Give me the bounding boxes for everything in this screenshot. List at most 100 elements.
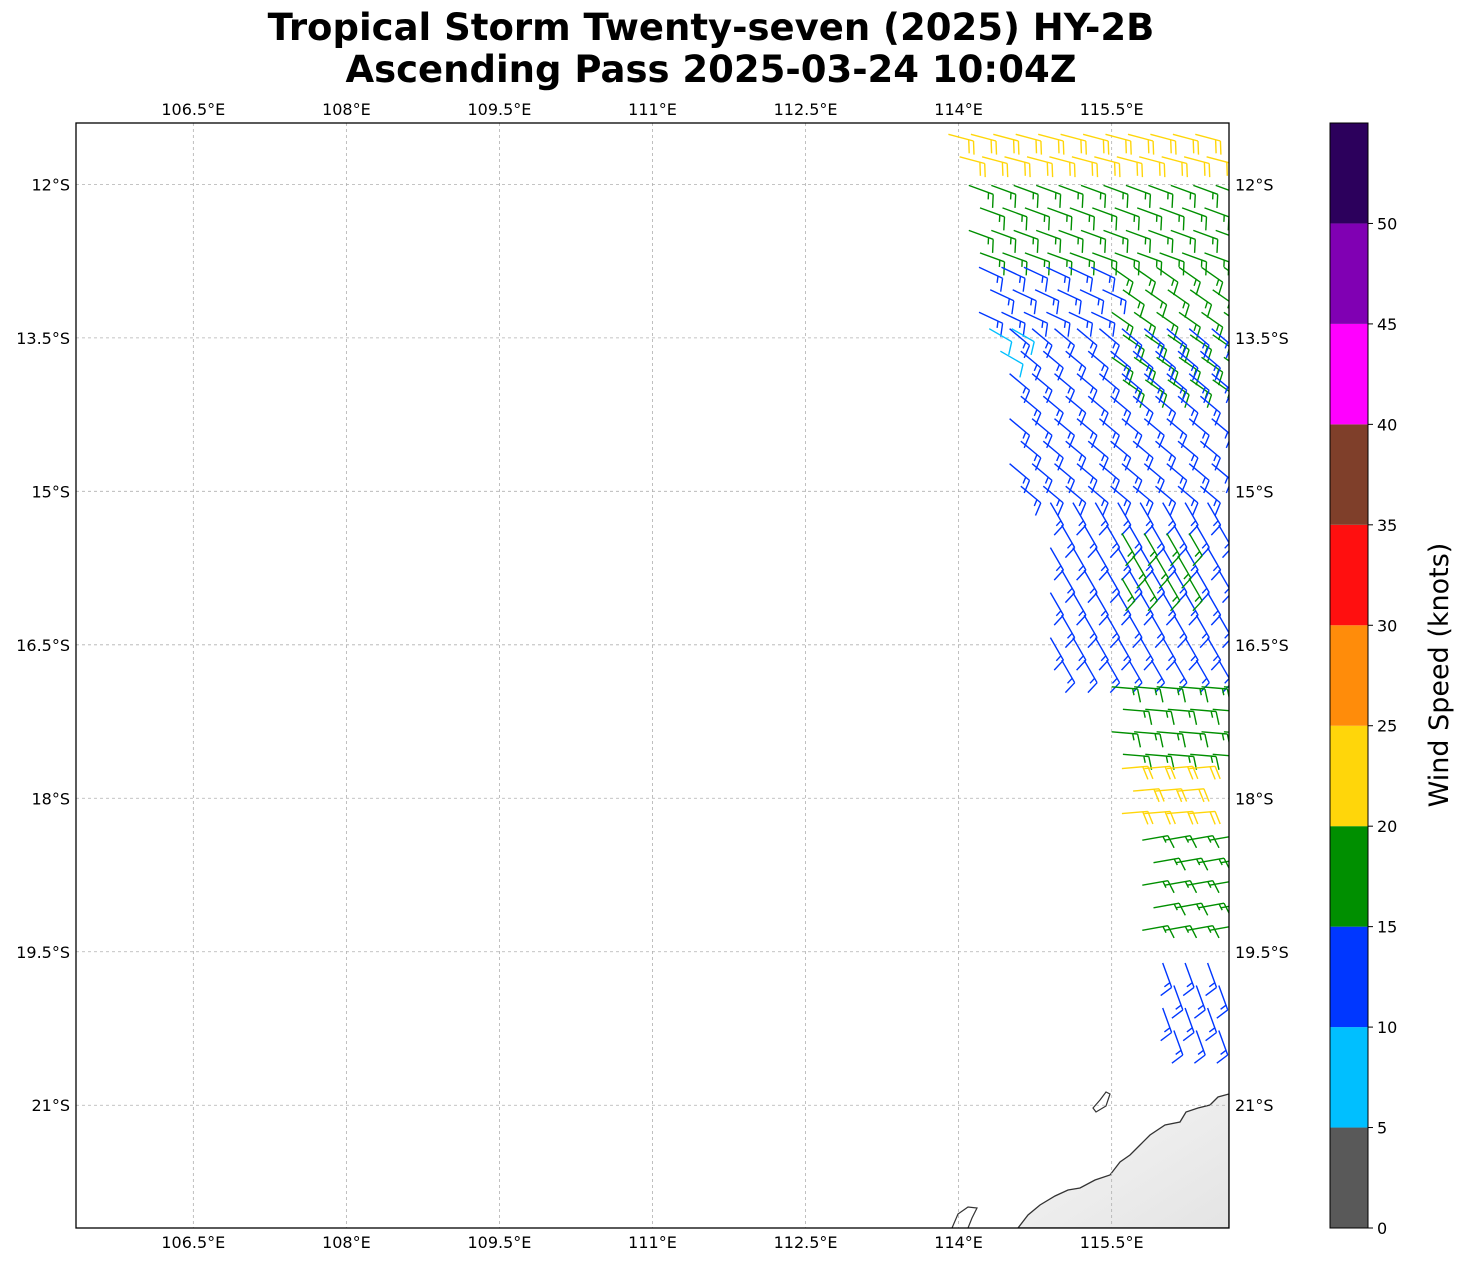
wind-barb [1076,373,1098,404]
wind-barb [1080,229,1107,253]
wind-barb [1177,395,1199,426]
wind-barb [1054,418,1076,449]
wind-barb [1020,440,1042,471]
wind-barb [1110,485,1132,516]
lat-tick-label-left: 19.5°S [16,943,70,962]
wind-barb [1049,156,1076,178]
wind-barb [1035,184,1062,208]
chart-title: Tropical Storm Twenty-seven (2025) HY-2B [268,6,1155,49]
australia-landmass [1017,1093,1229,1228]
wind-barb [1076,463,1098,494]
wind-barb [1166,328,1188,359]
lat-tick-label-left: 12°S [31,175,70,194]
wind-barb [1103,184,1129,208]
wind-barb [1216,985,1229,1019]
lat-tick-label-left: 18°S [31,789,70,808]
wind-barb [1111,686,1142,703]
wind-barb [1110,350,1132,381]
wind-barb [1178,311,1201,341]
wind-barb [1133,311,1157,341]
wind-barb [1164,925,1198,939]
wind-barb [1011,328,1035,356]
wind-barb [1188,373,1210,404]
wind-barb [1166,418,1188,449]
wind-barb [1199,350,1221,381]
lon-tick-label-top: 106.5°E [161,100,225,119]
wind-barb [1177,485,1199,516]
colorbar-tick-label: 20 [1377,817,1397,836]
wind-barb [1150,133,1177,155]
lon-tick-label-top: 108°E [322,100,371,119]
lat-tick-label-right: 13.5°S [1235,329,1289,348]
wind-barb [1182,962,1195,997]
wind-barb [1142,925,1175,939]
wind-barb [1009,373,1031,404]
wind-barb [1125,184,1152,208]
wind-barb [1155,395,1177,426]
lon-tick-label-top: 114°E [934,100,983,119]
wind-barb [1015,133,1043,155]
wind-barb [1223,356,1229,362]
wind-barb [1188,418,1210,449]
wind-barb [1020,485,1042,516]
wind-barb [1042,350,1064,381]
lon-tick-label-bottom: 112.5°E [774,1233,838,1252]
wind-barb [1121,373,1143,404]
wind-barb [1054,328,1076,359]
lat-tick-label-right: 12°S [1235,175,1274,194]
map-area: 106.5°E 106.5°E 108°E 108°E 109.5°E 109.5°E 11… [16,100,1289,1252]
wind-barb [1160,1007,1173,1042]
wind-barb [1190,753,1220,770]
wind-barb [1155,350,1177,381]
wind-barb [1020,350,1042,381]
lon-tick-label-bottom: 111°E [628,1233,677,1252]
wind-barb [1035,229,1062,253]
wind-barb [1159,207,1185,231]
wind-barb [1071,156,1099,178]
wind-barb [1201,311,1224,341]
lat-tick-label-left: 21°S [31,1096,70,1115]
wind-barb [1121,328,1143,359]
wind-barb [1216,1030,1229,1064]
wind-barb [1042,395,1064,426]
wind-barb [1098,373,1120,404]
colorbar-segment [1330,1027,1368,1128]
wind-barb [1091,311,1116,337]
wind-barb [1188,328,1210,359]
wind-barb [1009,463,1031,494]
wind-barb [1082,133,1110,155]
wind-barb [1034,289,1060,315]
lon-tick-label-bottom: 114°E [934,1233,983,1252]
lat-tick-label-left: 13.5°S [16,329,70,348]
wind-barb [1223,731,1229,733]
lat-tick-label-right: 21°S [1235,1096,1274,1115]
wind-barb [1148,184,1174,208]
wind-barb [1143,418,1165,449]
wind-barb [1182,1007,1195,1042]
wind-barb [1143,463,1165,494]
wind-barb [1167,289,1190,318]
wind-barb [1054,463,1076,494]
wind-barb [1153,902,1186,916]
wind-barb [1058,229,1084,253]
wind-barb [1013,229,1039,253]
wind-barb [1098,463,1120,494]
wind-barb [1153,857,1186,871]
wind-barb [1143,373,1165,404]
wind-barb [1166,463,1188,494]
wind-barb [1046,266,1071,292]
wind-barb [1177,350,1199,381]
wind-barb [1002,207,1028,231]
wind-barb [1199,395,1221,426]
wind-barb [1212,753,1229,757]
wind-barb [1206,156,1229,176]
wind-barb [1155,485,1177,516]
wind-barb [1121,463,1143,494]
wind-barb [1087,350,1109,381]
wind-barb [1148,229,1174,253]
wind-barb [959,156,986,178]
wind-barb [1212,708,1229,712]
colorbar-tick-label: 10 [1377,1018,1397,1037]
wind-barb [1156,311,1179,341]
wind-barb [1187,835,1220,849]
